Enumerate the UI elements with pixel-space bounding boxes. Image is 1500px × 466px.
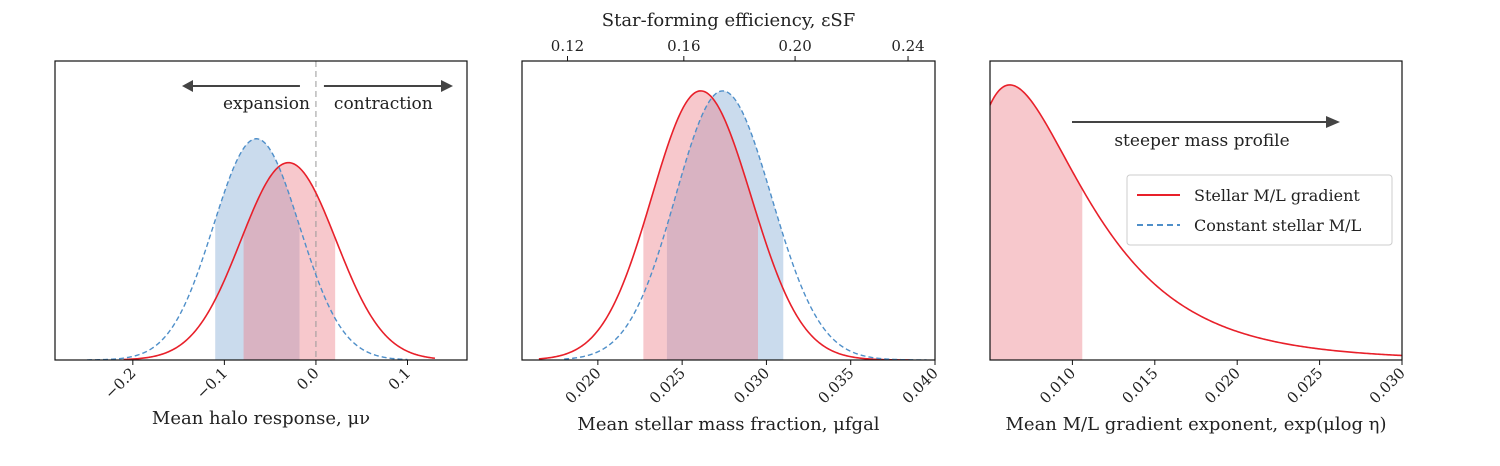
annotation-expansion: expansion [223, 94, 310, 114]
x-tick-label: 0.0 [293, 364, 323, 394]
annotation-contraction: contraction [334, 94, 433, 114]
x-tick-label: 0.035 [814, 364, 857, 407]
legend-label-gradient: Stellar M/L gradient [1194, 186, 1360, 205]
x-axis-label: Mean stellar mass fraction, μfgal [577, 414, 879, 435]
top-tick-label: 0.24 [891, 37, 924, 55]
x-tick-label: 0.020 [1201, 364, 1244, 407]
x-axis-label: Mean halo response, μν [152, 408, 370, 429]
x-tick-label: 0.025 [1283, 364, 1326, 407]
x-tick-label: 0.015 [1119, 364, 1162, 407]
panel-frame [989, 60, 1403, 361]
x-axis-label: Mean M/L gradient exponent, exp(μlog η) [1005, 414, 1386, 435]
top-tick-label: 0.16 [667, 37, 700, 55]
annotation-steeper-mass-profile: steeper mass profile [1114, 131, 1289, 151]
legend: Stellar M/L gradient Constant stellar M/L [1126, 174, 1393, 246]
arrow-steeper-head [1326, 116, 1340, 128]
plot-area [87, 61, 436, 360]
series-line-constant [564, 90, 927, 360]
x-tick-label: 0.1 [385, 364, 415, 394]
chart-panel-1: −0.2 −0.1 0.0 0.1 Mean halo response, μν expa… [54, 60, 468, 429]
legend-label-constant: Constant stellar M/L [1194, 216, 1362, 235]
arrow-left-head [182, 80, 193, 92]
shaded-overlap [666, 97, 758, 360]
series-line-gradient [990, 84, 1402, 357]
chart-panel-3: 0.010 0.015 0.020 0.025 0.030 Mean M/L gradie… [989, 60, 1409, 435]
arrow-right-head [441, 80, 453, 92]
x-tick-label: 0.030 [730, 364, 773, 407]
x-tick-label: 0.030 [1366, 364, 1409, 407]
shaded-region-gradient [990, 84, 1083, 360]
shaded-overlap [243, 166, 300, 360]
x-tick-label: 0.010 [1036, 364, 1079, 407]
series-line-gradient [538, 90, 910, 360]
top-axis-title: Star-forming efficiency, εSF [602, 10, 855, 31]
top-tick-label: 0.20 [778, 37, 811, 55]
x-tick-label: 0.040 [899, 364, 942, 407]
top-tick-label: 0.12 [551, 37, 584, 55]
x-tick-label: 0.025 [646, 364, 689, 407]
series-line-gradient [123, 161, 436, 360]
panel-frame [521, 60, 936, 361]
x-tick-label: −0.2 [101, 364, 139, 402]
x-tick-label: 0.020 [562, 364, 605, 407]
series-line-constant [87, 138, 408, 360]
panel-frame [54, 60, 468, 361]
x-tick-label: −0.1 [193, 364, 231, 402]
plot-area [990, 84, 1402, 360]
legend-box [1126, 174, 1393, 246]
plot-area [538, 90, 927, 360]
chart-panel-2: 0.020 0.025 0.030 0.035 0.040 Mean stellar ma… [521, 10, 942, 435]
